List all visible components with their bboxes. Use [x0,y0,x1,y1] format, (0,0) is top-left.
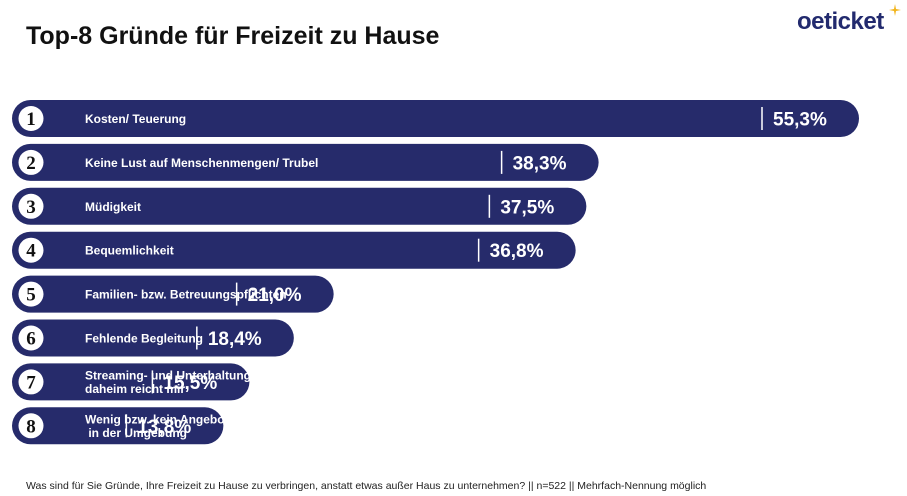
logo-text: oeticket [797,8,884,35]
bar [12,319,294,357]
bar-row: 1 Kosten/ Teuerung 55,3% [12,100,859,137]
category-label: Kosten/ Teuerung [85,112,186,126]
category-label: Keine Lust auf Menschenmengen/ Trubel [85,156,318,170]
bar-row: 7 Streaming- und Unterhaltungsangebot dahe… [12,363,304,401]
rank-badge [18,281,44,307]
category-label: Müdigkeit [85,200,141,214]
category-label-line: Fehlende Begleitung [85,332,203,346]
rank-label: 3 [26,197,36,218]
category-label: Wenig bzw. kein Angebot in der Umgebung [85,413,229,441]
value-label: 21,0% [248,285,302,306]
category-label-line: Wenig bzw. kein Angebot [85,413,229,427]
category-label: Bequemlichkeit [85,244,174,258]
oeticket-logo[interactable]: oeticket [797,4,901,38]
bar-row: 8 Wenig bzw. kein Angebot in der Umgebung… [12,407,229,445]
category-label-line: daheim reicht mir [85,382,185,396]
rank-badge [18,237,44,263]
bar [12,407,224,445]
rank-label: 2 [26,153,36,174]
value-label: 55,3% [773,110,827,131]
bar-row: 4 Bequemlichkeit 36,8% [12,231,576,269]
bar [12,100,859,137]
chart-title: Top-8 Gründe für Freizeit zu Hause [26,22,440,50]
rank-badge [18,413,44,439]
value-label: 15,5% [163,373,217,394]
bar-row: 3 Müdigkeit 37,5% [12,187,587,225]
rank-badge [18,193,44,219]
bar-row: 6 Fehlende Begleitung 18,4% [12,319,294,357]
value-label: 18,4% [208,329,262,350]
rank-badge [18,149,44,175]
bar [12,187,587,225]
footnote: Was sind für Sie Gründe, Ihre Freizeit z… [26,480,707,492]
bar-row: 2 Keine Lust auf Menschenmengen/ Trubel 38… [12,143,599,181]
category-label-line: Bequemlichkeit [85,244,174,258]
rank-badge [18,106,44,131]
rank-label: 4 [26,241,36,262]
category-label-line: Müdigkeit [85,200,141,214]
rank-label: 1 [26,109,36,130]
rank-badge [18,369,44,395]
bar [12,275,334,313]
bar [12,363,250,401]
category-label-line: in der Umgebung [85,426,187,440]
category-label-line: Kosten/ Teuerung [85,112,186,126]
star-icon [889,4,901,16]
category-label: Streaming- und Unterhaltungsangebot dahei… [85,369,304,397]
rank-label: 6 [26,329,36,350]
category-label: Fehlende Begleitung [85,332,203,346]
rank-label: 5 [26,285,36,306]
category-label-line: Streaming- und Unterhaltungsangebot [85,369,304,383]
value-label: 36,8% [490,241,544,262]
value-label: 38,3% [513,153,567,174]
bar [12,143,599,181]
value-label: 37,5% [500,197,554,218]
category-label-line: Keine Lust auf Menschenmengen/ Trubel [85,156,318,170]
rank-label: 8 [26,416,36,437]
rank-label: 7 [26,372,36,393]
value-label: 13,8% [137,417,191,438]
bar [12,231,576,269]
rank-badge [18,325,44,351]
